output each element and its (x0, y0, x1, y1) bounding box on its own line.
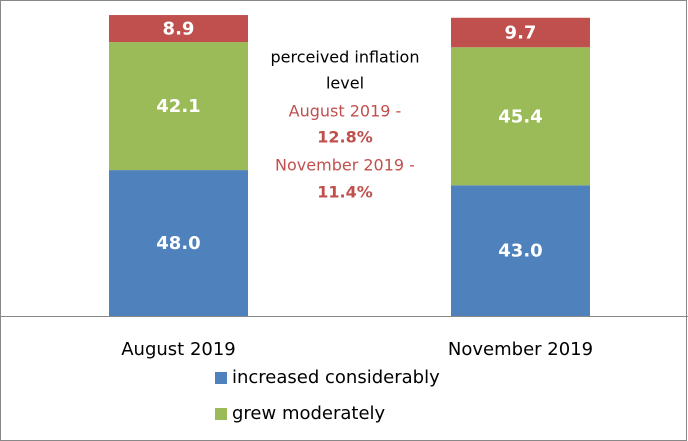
annotation-line: November 2019 - (275, 156, 415, 175)
bar-segment (451, 17, 590, 48)
bar-segment (109, 15, 248, 43)
bar-segment (109, 42, 248, 171)
annotation-line: August 2019 - (289, 102, 402, 121)
legend-label: grew moderately (232, 403, 386, 424)
bar-segment (451, 47, 590, 186)
data-label: 42.1 (156, 96, 200, 117)
data-label: 48.0 (156, 233, 200, 254)
bar-segment (109, 170, 248, 316)
annotation-line: level (326, 74, 364, 93)
data-label: 43.0 (498, 241, 542, 262)
x-tick-label: November 2019 (448, 339, 593, 360)
annotation-line: perceived inflation (271, 48, 420, 67)
bar-segment (451, 185, 590, 316)
legend-label: increased considerably (232, 367, 440, 388)
annotation-line: 11.4% (317, 183, 373, 202)
legend-swatch (215, 408, 227, 420)
legend-swatch (215, 372, 227, 384)
data-label: 45.4 (498, 106, 542, 127)
annotation-line: 12.8% (317, 128, 373, 147)
data-label: 9.7 (505, 23, 537, 44)
data-label: 8.9 (163, 19, 195, 40)
x-tick-label: August 2019 (121, 339, 236, 360)
annotation: perceived inflation level August 2019 - … (271, 48, 420, 202)
